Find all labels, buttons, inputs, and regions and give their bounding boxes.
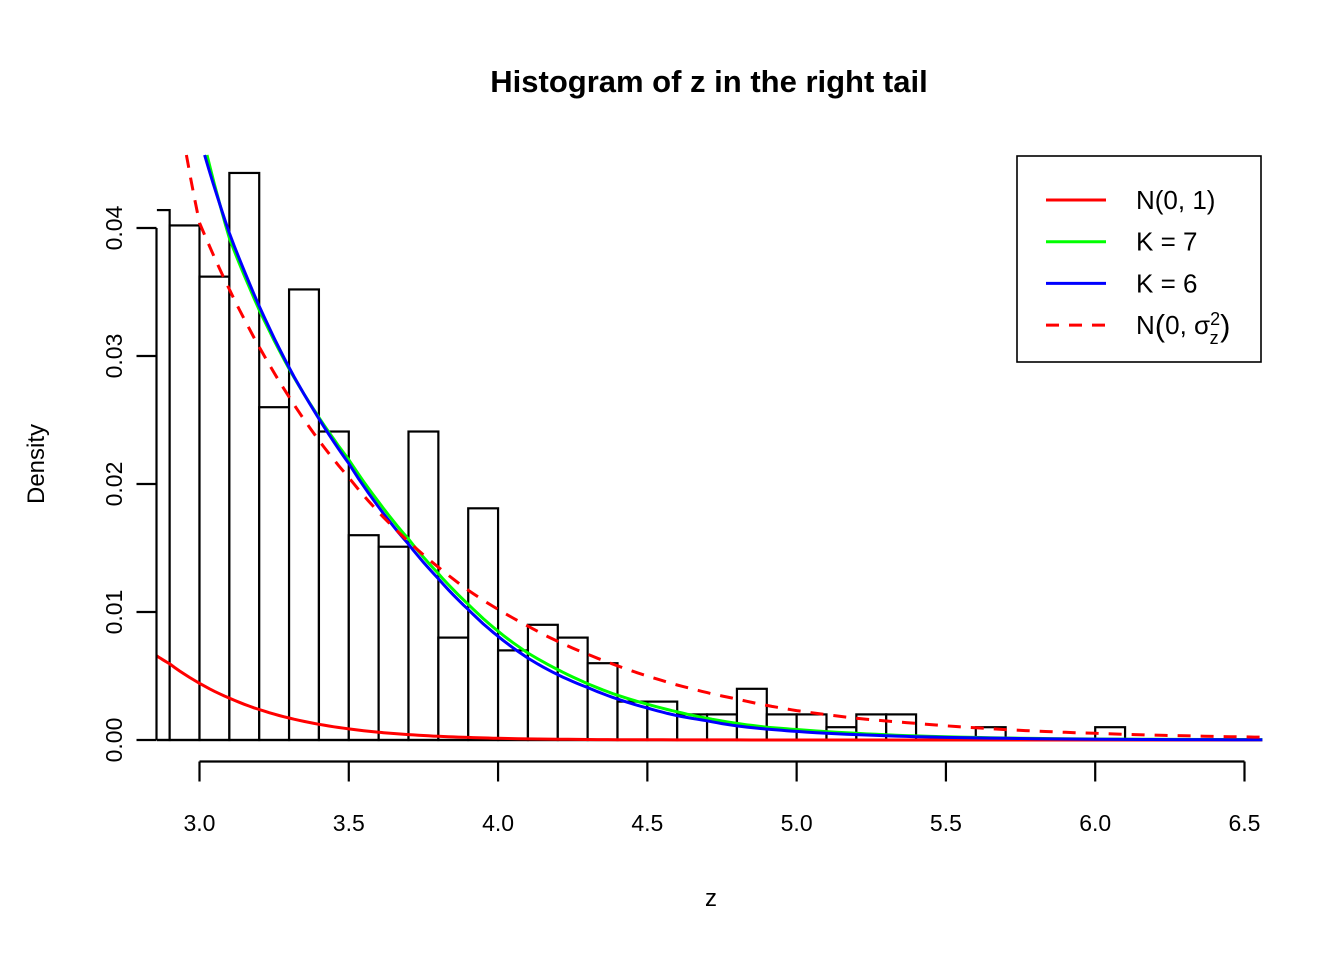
histogram-bar: [526, 623, 559, 742]
x-tick-label: 5.0: [781, 810, 813, 836]
legend-label: K = 7: [1136, 227, 1197, 257]
y-tick-label: 0.00: [101, 718, 127, 763]
histogram-bar: [168, 224, 201, 742]
x-tick-label: 4.5: [631, 810, 663, 836]
legend-box: N(0, 1) K = 7 K = 6 N(0, σ2 z): [1016, 155, 1262, 363]
y-axis: 0.00 0.01 0.02 0.03 0.04: [101, 205, 158, 763]
histogram-bar: [377, 545, 410, 742]
histogram-bar: [258, 406, 291, 742]
y-axis-label: Density: [23, 424, 50, 504]
y-tick-label: 0.01: [101, 590, 127, 635]
histogram-bar: [556, 636, 589, 742]
histogram-bar: [407, 430, 440, 742]
curve-n0-sigma2: [184, 154, 1263, 739]
y-tick-label: 0.02: [101, 462, 127, 507]
histogram-bar: [496, 649, 530, 742]
histogram-bar: [586, 662, 619, 742]
x-axis-label: z: [705, 885, 717, 912]
histogram-bar: [198, 275, 231, 742]
x-tick-label: 6.5: [1229, 810, 1261, 836]
histogram-bar: [735, 687, 768, 742]
histogram-bars: [156, 171, 1127, 742]
histogram-bar: [317, 430, 350, 742]
x-tick-label: 6.0: [1079, 810, 1111, 836]
histogram-bar: [347, 534, 380, 742]
x-tick-label: 3.0: [184, 810, 216, 836]
chart-title: Histogram of z in the right tail: [490, 64, 927, 99]
y-tick-label: 0.04: [101, 205, 127, 250]
curve-n01: [156, 654, 1263, 742]
legend-label: K = 6: [1136, 268, 1197, 298]
legend-label: N(0, 1): [1136, 185, 1215, 215]
x-tick-label: 3.5: [333, 810, 365, 836]
histogram-bar: [795, 713, 828, 742]
x-axis: 3.0 3.5 4.0 4.5 5.0 5.5 6.0 6.5: [184, 760, 1261, 836]
histogram-bar: [287, 288, 321, 742]
histogram-bar: [228, 171, 261, 742]
density-curves: [156, 154, 1263, 742]
x-tick-label: 5.5: [930, 810, 962, 836]
legend-border: [1016, 155, 1262, 363]
y-tick-label: 0.03: [101, 334, 127, 379]
histogram-bar: [437, 636, 470, 742]
curve-k6: [203, 154, 1263, 742]
legend-label: N(0, σ2 z): [1136, 308, 1230, 348]
x-tick-label: 4.0: [482, 810, 514, 836]
